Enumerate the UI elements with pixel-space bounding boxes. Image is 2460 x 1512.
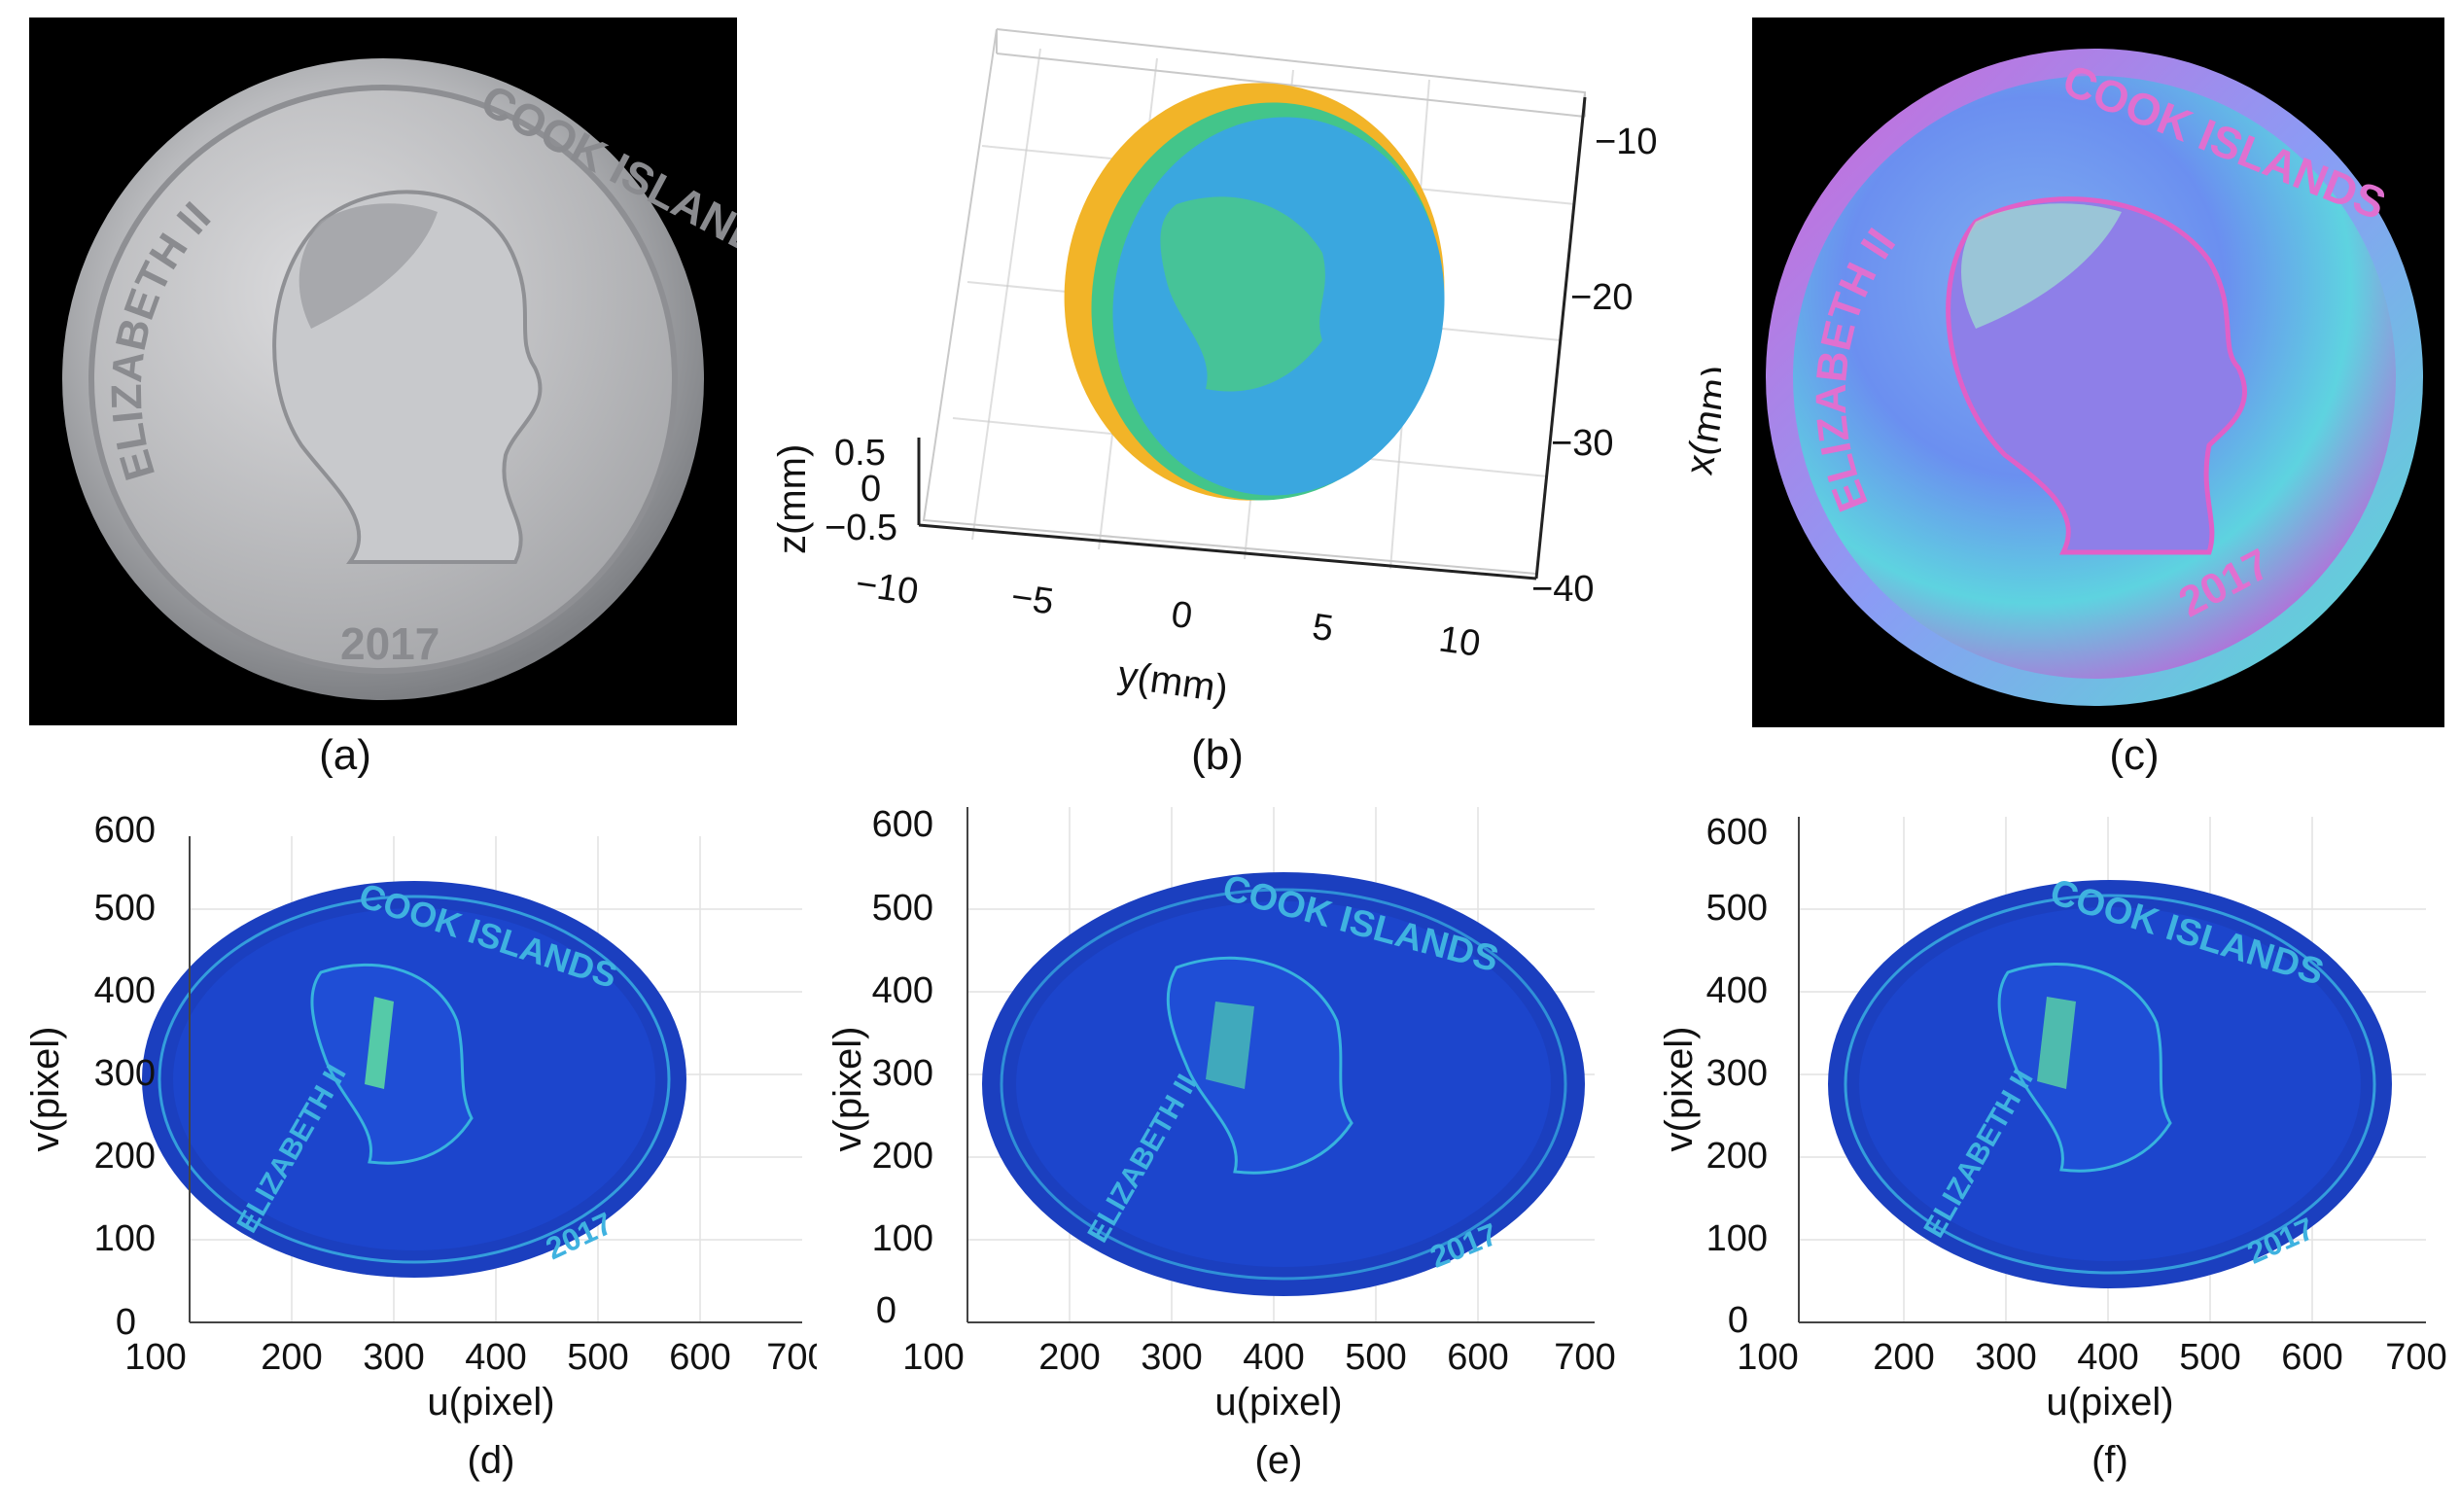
normal-map-image: ELIZABETH II COOK ISLANDS 2017 — [1766, 49, 2423, 706]
x-tick-label: 500 — [567, 1337, 628, 1378]
y-tick-label: 500 — [94, 888, 156, 929]
x-tick-label: 600 — [669, 1337, 730, 1378]
y-tick-label: 300 — [872, 1053, 933, 1094]
y-tick-label: −10 — [853, 564, 921, 614]
y-tick-label: 10 — [1436, 618, 1483, 664]
x-tick-label: 100 — [124, 1337, 186, 1378]
x-tick-label: 200 — [1873, 1337, 1934, 1378]
y-axis-label: v(pixel) — [826, 1027, 869, 1152]
y-tick-label: 0 — [1169, 594, 1195, 638]
caption-a: (a) — [319, 731, 371, 779]
x-tick-label: −20 — [1570, 277, 1633, 318]
y-tick-label: 0 — [116, 1302, 136, 1343]
x-axis-line — [1534, 96, 1587, 580]
y-tick-label: 200 — [94, 1136, 156, 1177]
x-tick-label: 600 — [1447, 1337, 1508, 1378]
x-axis-label: u(pixel) — [1214, 1381, 1342, 1424]
x-axis-label: x(mm) — [1678, 362, 1721, 477]
coin-surface — [1064, 83, 1445, 501]
caption-b: (b) — [1191, 731, 1244, 779]
y-tick-label: 200 — [872, 1136, 933, 1177]
caption-d: (d) — [468, 1439, 515, 1482]
z-tick-label: 0.5 — [834, 433, 886, 474]
x-tick-label: 400 — [1243, 1337, 1304, 1378]
x-tick-label: −40 — [1531, 569, 1594, 610]
reconstruction-3d-panel: −10 −5 0 5 10 y(mm) −10 −20 −30 −40 x(mm… — [749, 10, 1740, 749]
y-tick-label: 100 — [1706, 1218, 1768, 1259]
y-tick-label: 600 — [872, 804, 933, 845]
y-tick-label: 200 — [1706, 1136, 1768, 1177]
normal-map-panel: ELIZABETH II COOK ISLANDS 2017 — [1752, 18, 2444, 727]
x-axis-label: u(pixel) — [2046, 1381, 2173, 1424]
x-tick-label: 500 — [1345, 1337, 1406, 1378]
error-map-e: COOK ISLANDS 2017 ELIZABETH II 100 200 3… — [826, 797, 1643, 1507]
y-tick-label: 100 — [94, 1218, 156, 1259]
y-tick-label: 400 — [1706, 970, 1768, 1011]
error-map-plot: COOK ISLANDS 2017 ELIZABETH II 100 200 3… — [1658, 812, 2447, 1482]
y-tick-label: 500 — [872, 888, 933, 929]
z-tick-label: 0 — [861, 469, 881, 510]
x-tick-label: 600 — [2281, 1337, 2342, 1378]
x-axis-label: u(pixel) — [427, 1381, 554, 1424]
error-map-plot: COOK ISLANDS 2017 ELIZABETH II 100 200 3… — [826, 804, 1616, 1482]
caption-e: (e) — [1255, 1439, 1303, 1482]
x-tick-label: 700 — [766, 1337, 817, 1378]
y-tick-label: 0 — [876, 1290, 896, 1331]
caption-f: (f) — [2091, 1439, 2128, 1482]
x-tick-label: 400 — [2077, 1337, 2138, 1378]
y-tick-label: 0 — [1728, 1300, 1748, 1341]
x-tick-label: 400 — [465, 1337, 526, 1378]
error-map-f: COOK ISLANDS 2017 ELIZABETH II 100 200 3… — [1653, 797, 2460, 1507]
y-tick-label: −5 — [1008, 577, 1056, 623]
x-tick-label: 200 — [261, 1337, 322, 1378]
caption-c: (c) — [2109, 731, 2160, 779]
x-tick-label: −10 — [1595, 122, 1657, 162]
y-tick-label: 100 — [872, 1218, 933, 1259]
reconstruction-3d-plot: −10 −5 0 5 10 y(mm) −10 −20 −30 −40 x(mm… — [771, 28, 1740, 711]
x-tick-label: 700 — [2385, 1337, 2446, 1378]
x-tick-label: 100 — [1737, 1337, 1798, 1378]
error-map-plot: COOK ISLANDS 2017 ELIZABETH II 100 200 3… — [24, 810, 828, 1482]
y-tick-label: 400 — [94, 970, 156, 1011]
coin-year-text: 2017 — [340, 618, 439, 669]
x-tick-label: 300 — [1975, 1337, 2036, 1378]
y-tick-label: 600 — [1706, 812, 1768, 853]
x-tick-label: 500 — [2179, 1337, 2240, 1378]
y-tick-label: 300 — [1706, 1053, 1768, 1094]
x-tick-label: 300 — [1141, 1337, 1202, 1378]
coin-photo: ELIZABETH II COOK ISLANDS 2017 — [62, 58, 737, 700]
error-map-d: COOK ISLANDS 2017 ELIZABETH II 100 200 3… — [0, 797, 828, 1507]
y-axis-label: v(pixel) — [1658, 1027, 1701, 1152]
y-tick-label: 300 — [94, 1053, 156, 1094]
z-axis-label: z(mm) — [771, 444, 814, 554]
z-tick-label: −0.5 — [825, 508, 897, 548]
x-tick-label: 300 — [363, 1337, 424, 1378]
x-tick-label: −30 — [1551, 423, 1613, 464]
y-tick-label: 400 — [872, 970, 933, 1011]
coin-photo-panel: ELIZABETH II COOK ISLANDS 2017 — [29, 18, 737, 725]
y-axis-label: y(mm) — [1115, 653, 1230, 711]
y-axis-label: v(pixel) — [24, 1027, 67, 1152]
y-tick-label: 5 — [1310, 607, 1336, 651]
y-axis-line — [918, 523, 1537, 580]
y-tick-label: 500 — [1706, 888, 1768, 929]
y-tick-label: 600 — [94, 810, 156, 851]
x-tick-label: 200 — [1038, 1337, 1100, 1378]
x-tick-label: 100 — [902, 1337, 964, 1378]
x-tick-label: 700 — [1554, 1337, 1615, 1378]
